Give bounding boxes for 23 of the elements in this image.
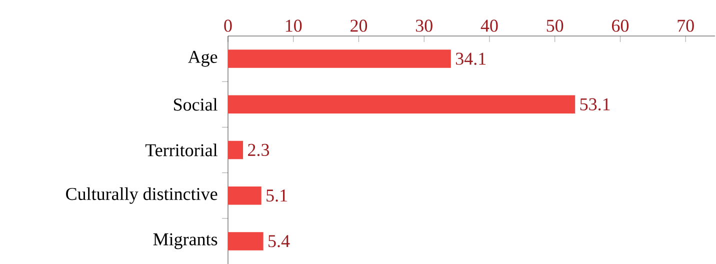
data-label: 2.3 (248, 144, 270, 156)
y-tick-label: Age (188, 50, 218, 67)
x-tick-label: 60 (612, 20, 629, 32)
bar (228, 50, 451, 68)
x-tick-label: 20 (350, 20, 368, 32)
data-label: 53.1 (580, 98, 610, 110)
x-tick-label: 40 (480, 20, 498, 32)
x-tick-label: 10 (286, 20, 302, 32)
x-tick-label: 30 (416, 20, 432, 32)
bar (228, 140, 244, 160)
y-tick-label: Social (174, 98, 218, 111)
bar (228, 232, 264, 250)
x-tick-label: 0 (224, 20, 232, 32)
data-label: 34.1 (456, 52, 486, 65)
data-label: 5.1 (266, 190, 287, 202)
data-label: 5.4 (268, 235, 290, 248)
bar (228, 186, 262, 205)
x-tick-label: 70 (678, 20, 694, 32)
y-tick-label: Culturally distinctive (66, 187, 218, 204)
x-tick-label: 50 (546, 20, 564, 32)
bar (228, 95, 576, 114)
y-tick-label: Territorial (145, 144, 218, 156)
y-tick-label: Migrants (153, 233, 218, 250)
